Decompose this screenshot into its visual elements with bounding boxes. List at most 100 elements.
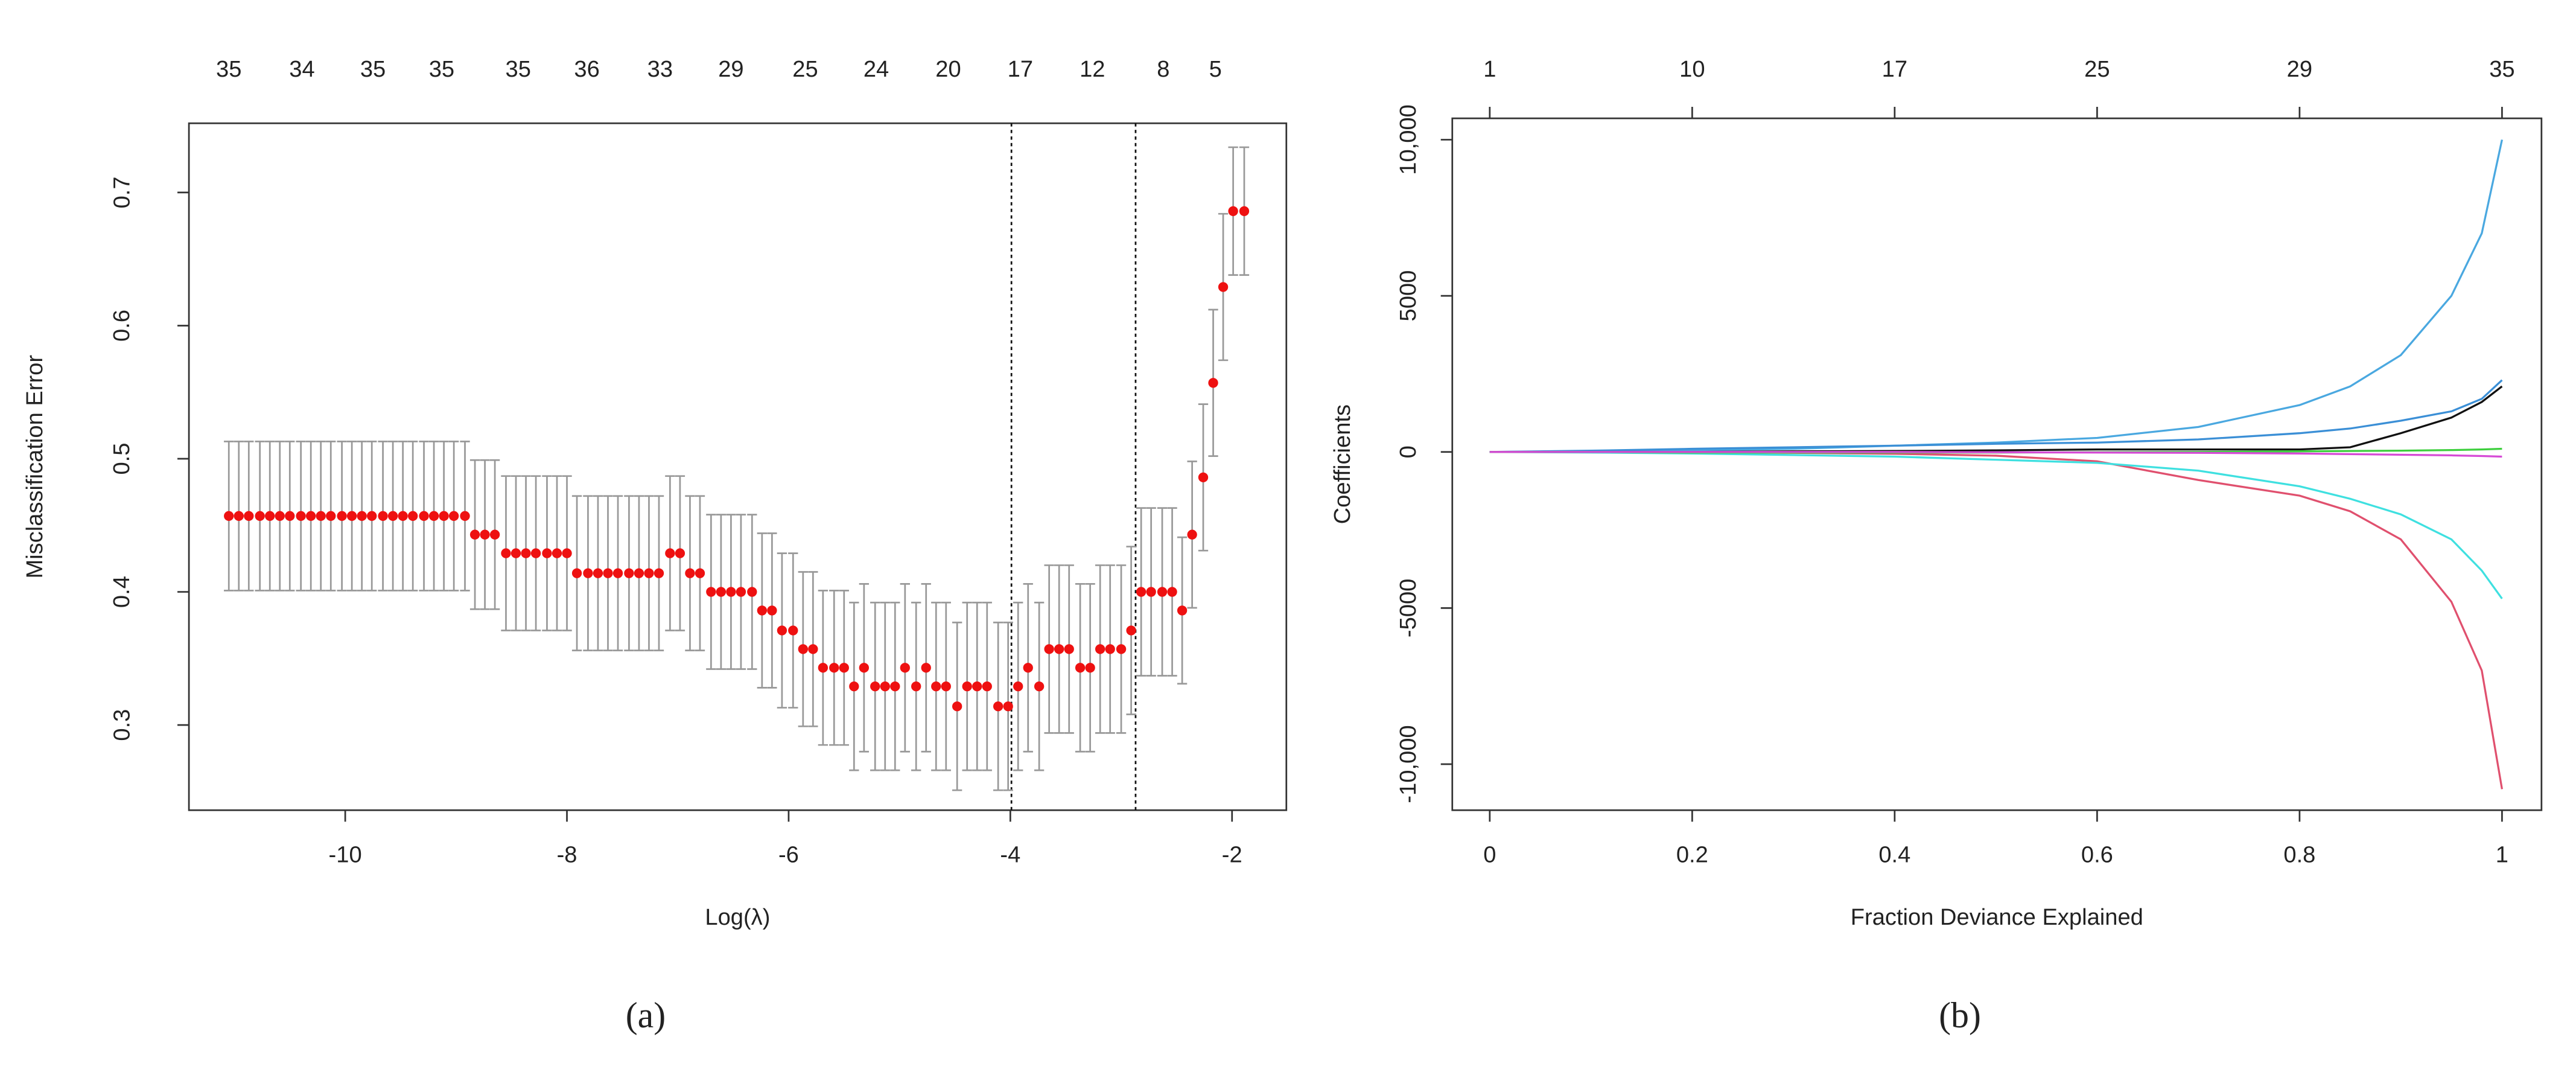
point bbox=[1095, 644, 1105, 654]
x-axis-label: Fraction Deviance Explained bbox=[1851, 905, 2143, 930]
point bbox=[1075, 663, 1086, 673]
y-tick-label: 5000 bbox=[1396, 270, 1421, 322]
point bbox=[1116, 644, 1127, 654]
point bbox=[265, 511, 275, 522]
point bbox=[706, 587, 716, 597]
point bbox=[428, 511, 439, 522]
top-tick-label: 35 bbox=[429, 57, 454, 82]
point bbox=[982, 681, 992, 692]
point bbox=[326, 511, 336, 522]
point bbox=[695, 568, 705, 578]
point bbox=[1126, 625, 1136, 636]
x-tick-label: 0.2 bbox=[1676, 843, 1708, 868]
point bbox=[685, 568, 695, 578]
point bbox=[224, 511, 234, 522]
coefficient-path bbox=[1489, 451, 2504, 790]
point bbox=[921, 663, 931, 673]
top-tick-label: 24 bbox=[863, 57, 889, 82]
point bbox=[510, 548, 521, 558]
point bbox=[624, 568, 634, 578]
point bbox=[1218, 282, 1229, 292]
point bbox=[962, 681, 972, 692]
point bbox=[378, 511, 388, 522]
point bbox=[736, 587, 746, 597]
point bbox=[255, 511, 265, 522]
point bbox=[316, 511, 326, 522]
point bbox=[1228, 206, 1238, 216]
x-tick-label: -4 bbox=[1000, 843, 1020, 868]
point bbox=[798, 644, 808, 654]
coefficient-path bbox=[1489, 451, 2503, 599]
point bbox=[612, 568, 623, 578]
top-tick-label: 1 bbox=[1483, 57, 1496, 82]
point bbox=[675, 548, 685, 558]
x-tick-label: -10 bbox=[329, 843, 362, 868]
top-tick-label: 35 bbox=[506, 57, 531, 82]
point bbox=[757, 605, 768, 616]
plot-frame bbox=[188, 122, 1288, 811]
point bbox=[530, 548, 541, 558]
x-tick-label: -8 bbox=[557, 843, 577, 868]
point bbox=[1239, 206, 1250, 216]
point bbox=[1157, 587, 1168, 597]
point bbox=[469, 529, 480, 540]
point bbox=[337, 511, 347, 522]
point bbox=[890, 681, 900, 692]
top-tick-label: 25 bbox=[2084, 57, 2110, 82]
point bbox=[665, 548, 675, 558]
y-tick-label: 0.4 bbox=[109, 576, 135, 608]
point bbox=[1198, 472, 1209, 483]
point bbox=[583, 568, 593, 578]
top-tick-label: 12 bbox=[1080, 57, 1105, 82]
point bbox=[398, 511, 408, 522]
coefficient-path bbox=[1489, 379, 2503, 453]
point bbox=[234, 511, 244, 522]
point bbox=[859, 663, 870, 673]
point bbox=[448, 511, 459, 522]
point bbox=[911, 681, 921, 692]
y-tick-label: 0.3 bbox=[109, 709, 135, 741]
x-tick-label: 0.8 bbox=[2283, 843, 2315, 868]
point bbox=[808, 644, 818, 654]
top-tick-label: 35 bbox=[216, 57, 241, 82]
point bbox=[941, 681, 951, 692]
y-tick-label: 0.5 bbox=[109, 443, 135, 475]
point bbox=[634, 568, 644, 578]
point bbox=[716, 587, 727, 597]
point bbox=[296, 511, 306, 522]
x-tick-label: -6 bbox=[778, 843, 799, 868]
point bbox=[788, 625, 798, 636]
x-tick-label: 0.6 bbox=[2081, 843, 2113, 868]
top-tick-label: 8 bbox=[1157, 57, 1169, 82]
point bbox=[1105, 644, 1115, 654]
top-tick-label: 36 bbox=[574, 57, 599, 82]
point bbox=[593, 568, 603, 578]
top-tick-label: 33 bbox=[647, 57, 673, 82]
point bbox=[603, 568, 613, 578]
point bbox=[306, 511, 316, 522]
y-tick-label: 10,000 bbox=[1396, 104, 1421, 175]
plot-frame bbox=[1451, 117, 2543, 811]
point bbox=[244, 511, 254, 522]
top-tick-label: 34 bbox=[289, 57, 314, 82]
point bbox=[1208, 378, 1218, 388]
point bbox=[285, 511, 295, 522]
point bbox=[1054, 644, 1064, 654]
point bbox=[419, 511, 429, 522]
x-tick-label: 0.4 bbox=[1878, 843, 1910, 868]
top-tick-label: 35 bbox=[360, 57, 386, 82]
point bbox=[501, 548, 511, 558]
point bbox=[818, 663, 828, 673]
point bbox=[644, 568, 654, 578]
x-axis-label: Log(λ) bbox=[705, 905, 770, 930]
point bbox=[777, 625, 787, 636]
point bbox=[1136, 587, 1146, 597]
y-tick-label: 0.7 bbox=[109, 176, 135, 208]
point bbox=[346, 511, 357, 522]
point bbox=[460, 511, 470, 522]
point bbox=[408, 511, 418, 522]
point bbox=[1177, 605, 1188, 616]
top-tick-label: 5 bbox=[1209, 57, 1222, 82]
y-axis-label: Misclassification Error bbox=[22, 355, 48, 579]
